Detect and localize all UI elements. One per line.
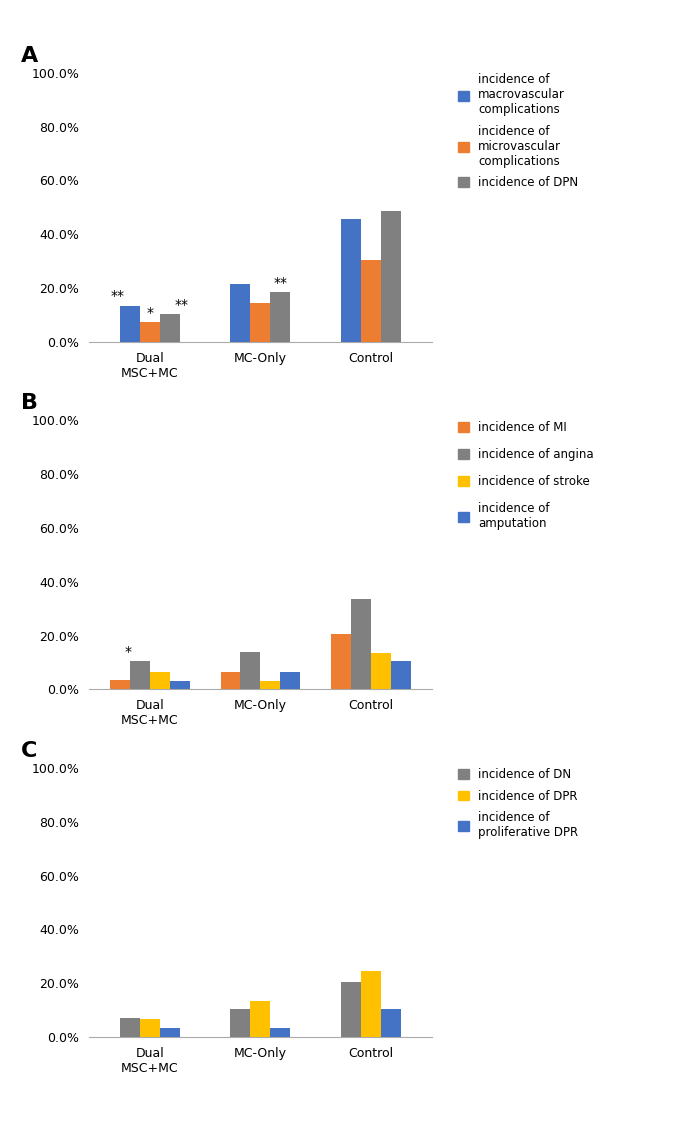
Bar bbox=[250, 303, 271, 342]
Bar bbox=[230, 284, 250, 342]
Bar bbox=[110, 680, 130, 689]
Bar bbox=[140, 1019, 160, 1037]
Bar bbox=[361, 971, 381, 1037]
Legend: incidence of
macrovascular
complications, incidence of
microvascular
complicatio: incidence of macrovascular complications… bbox=[458, 73, 578, 189]
Bar bbox=[381, 212, 401, 342]
Text: C: C bbox=[21, 741, 37, 761]
Bar bbox=[390, 661, 410, 689]
Text: *: * bbox=[147, 306, 153, 319]
Text: B: B bbox=[21, 393, 38, 414]
Text: **: ** bbox=[175, 297, 188, 312]
Text: **: ** bbox=[111, 289, 125, 304]
Legend: incidence of DN, incidence of DPR, incidence of
proliferative DPR: incidence of DN, incidence of DPR, incid… bbox=[458, 768, 578, 839]
Bar bbox=[351, 600, 371, 689]
Bar bbox=[130, 661, 150, 689]
Bar bbox=[371, 654, 390, 689]
Bar bbox=[331, 634, 351, 689]
Bar bbox=[341, 982, 361, 1037]
Text: **: ** bbox=[273, 276, 287, 290]
Bar bbox=[240, 651, 260, 689]
Bar bbox=[280, 671, 300, 689]
Text: A: A bbox=[21, 46, 38, 66]
Bar bbox=[160, 1028, 179, 1037]
Bar bbox=[260, 682, 280, 689]
Bar bbox=[120, 306, 140, 342]
Text: *: * bbox=[125, 645, 132, 659]
Bar bbox=[160, 314, 179, 342]
Bar bbox=[381, 1009, 401, 1037]
Bar bbox=[361, 260, 381, 342]
Bar bbox=[170, 682, 190, 689]
Bar bbox=[120, 1018, 140, 1037]
Bar bbox=[341, 220, 361, 342]
Bar bbox=[230, 1009, 250, 1037]
Bar bbox=[271, 1028, 290, 1037]
Bar bbox=[221, 671, 240, 689]
Legend: incidence of MI, incidence of angina, incidence of stroke, incidence of
amputati: incidence of MI, incidence of angina, in… bbox=[458, 420, 594, 530]
Bar bbox=[140, 322, 160, 342]
Bar bbox=[271, 293, 290, 342]
Bar bbox=[150, 671, 170, 689]
Bar bbox=[250, 1001, 271, 1037]
